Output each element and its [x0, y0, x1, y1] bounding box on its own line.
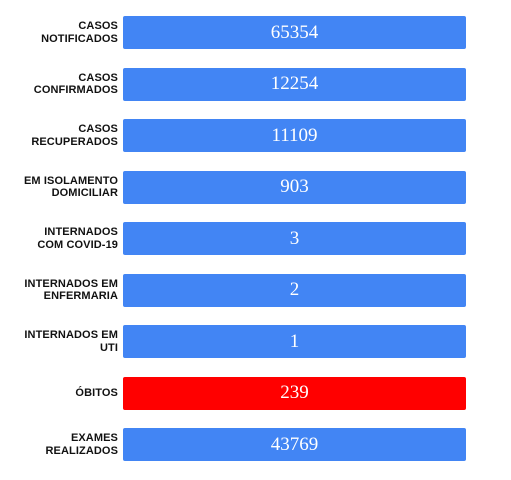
stat-label-line1: CASOS — [78, 123, 118, 135]
stat-row-internados-uti: INTERNADOS EM UTI 1 — [0, 325, 511, 358]
stat-label-line2: DOMICILIAR — [51, 187, 118, 199]
stat-value-box: 65354 — [123, 16, 466, 49]
stat-label-line1: INTERNADOS — [44, 226, 118, 238]
stat-label-line1: INTERNADOS EM — [24, 329, 118, 341]
stat-label-line2: CONFIRMADOS — [33, 84, 118, 96]
stat-value-box-danger: 239 — [123, 376, 466, 410]
stat-label: INTERNADOS EM UTI — [0, 325, 118, 358]
stat-value-box: 2 — [123, 273, 466, 307]
stat-row-casos-recuperados: CASOS RECUPERADOS 11109 — [0, 119, 511, 152]
stat-label-line2: ENFERMARIA — [43, 290, 118, 302]
stat-row-obitos: ÓBITOS 239 — [0, 376, 511, 410]
stat-value-box: 1 — [123, 325, 466, 358]
stat-row-casos-notificados: CASOS NOTIFICADOS 65354 — [0, 16, 511, 49]
stat-label-line2: NOTIFICADOS — [41, 32, 118, 45]
stat-label: CASOS NOTIFICADOS — [0, 16, 118, 49]
stat-row-internados-covid: INTERNADOS COM COVID-19 3 — [0, 222, 511, 255]
stat-value-box: 43769 — [123, 428, 466, 461]
stat-label-line1: EXAMES — [70, 432, 118, 444]
stat-label-line1: CASOS — [78, 71, 118, 84]
stat-label: EM ISOLAMENTO DOMICILIAR — [0, 171, 118, 204]
stat-value-box: 11109 — [123, 119, 466, 152]
stat-label-line1: INTERNADOS EM — [24, 277, 118, 290]
stat-label-line2: RECUPERADOS — [31, 135, 118, 148]
stat-row-exames-realizados: EXAMES REALIZADOS 43769 — [0, 428, 511, 461]
stat-label-line1: CASOS — [78, 20, 118, 32]
stat-label: EXAMES REALIZADOS — [0, 428, 118, 461]
stat-row-internados-enfermaria: INTERNADOS EM ENFERMARIA 2 — [0, 273, 511, 307]
stat-value-box: 12254 — [123, 67, 466, 101]
stat-label-line1: ÓBITOS — [75, 386, 118, 399]
stat-label-line2: REALIZADOS — [45, 444, 118, 457]
stat-label-line1: EM ISOLAMENTO — [24, 174, 118, 187]
stat-value-box: 903 — [123, 170, 466, 204]
stat-row-casos-confirmados: CASOS CONFIRMADOS 12254 — [0, 67, 511, 101]
stat-label-line2: UTI — [99, 341, 118, 354]
stat-value-box: 3 — [123, 222, 466, 255]
stats-list: CASOS NOTIFICADOS 65354 CASOS CONFIRMADO… — [0, 16, 511, 480]
stat-label-line2: COM COVID-19 — [37, 238, 118, 251]
stat-label: INTERNADOS EM ENFERMARIA — [0, 274, 118, 307]
stat-row-isolamento-domiciliar: EM ISOLAMENTO DOMICILIAR 903 — [0, 170, 511, 204]
stat-label: ÓBITOS — [0, 377, 118, 410]
stat-label: CASOS CONFIRMADOS — [0, 68, 118, 101]
stat-label: CASOS RECUPERADOS — [0, 119, 118, 152]
stat-label: INTERNADOS COM COVID-19 — [0, 222, 118, 255]
